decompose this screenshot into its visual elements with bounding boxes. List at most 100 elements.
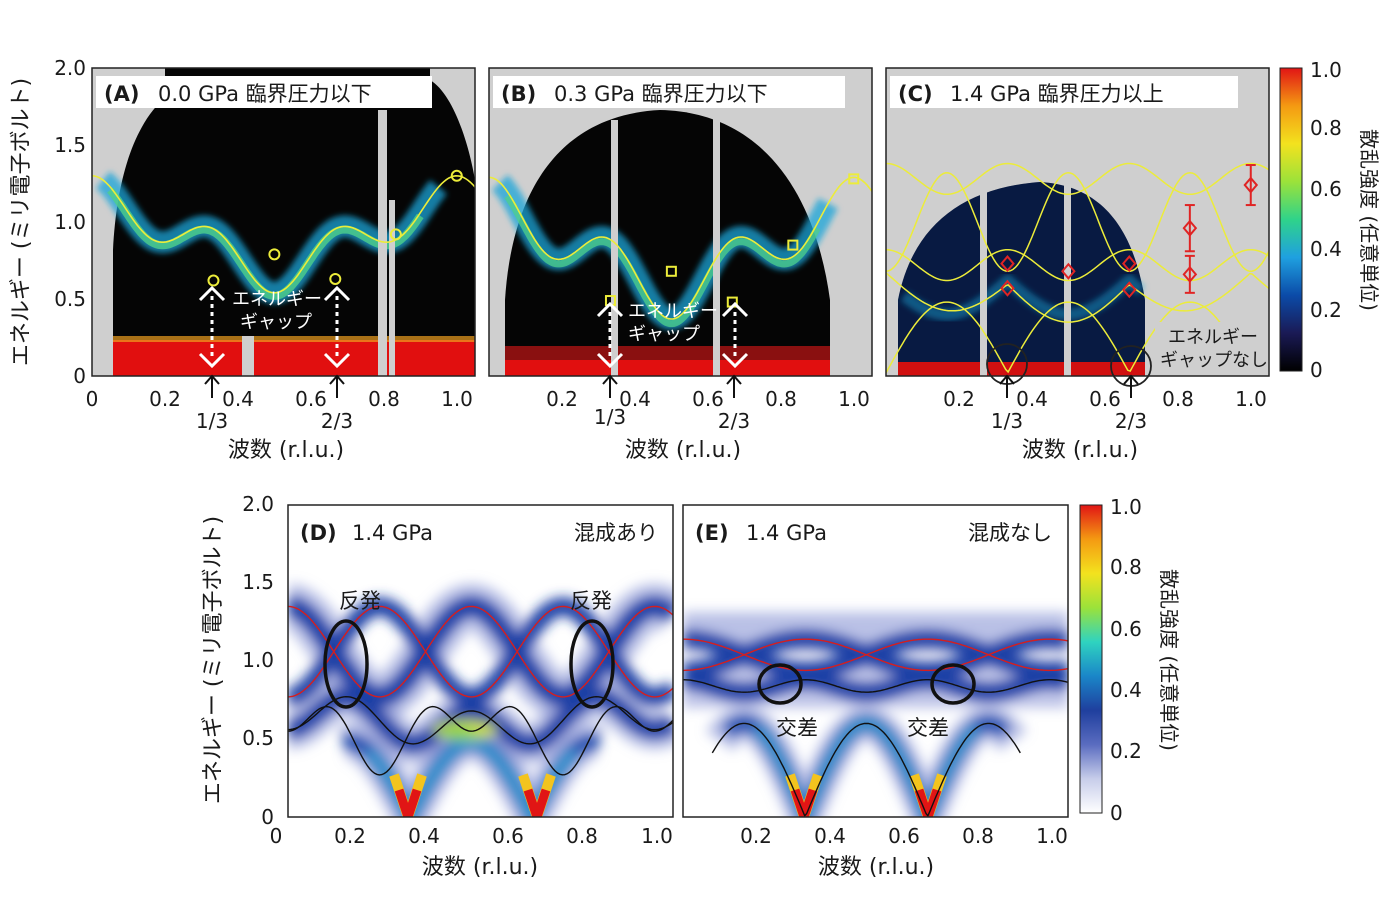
- colorbar-bottom-tick: 0.2: [1110, 739, 1142, 763]
- panel-a-label-box: [96, 76, 432, 108]
- panel-d-xlabel: 波数 (r.l.u.): [422, 855, 538, 880]
- panel-c-fit-curve: [886, 248, 1269, 282]
- panel-c-fraction-2-3: 2/3: [1115, 409, 1147, 433]
- panel-a-xtick: 0.4: [222, 387, 254, 411]
- panel-a-title: 0.0 GPa 臨界圧力以下: [158, 82, 372, 106]
- data-point: [787, 239, 799, 251]
- panel-a-ylabel: エネルギー (ミリ電子ボルト): [9, 78, 34, 366]
- data-point: [1243, 176, 1259, 194]
- panel-d-frame: [287, 504, 674, 818]
- panel-c-magnon-band-glow: [900, 273, 1146, 321]
- colorbar-top: 0 0.2 0.4 0.6 0.8 1.0 散乱強度 (任意単位): [1279, 58, 1381, 382]
- data-point: [389, 228, 402, 241]
- panel-a-gap-column: [242, 336, 254, 376]
- panel-d: (D) 1.4 GPa 混成あり 反発 反発 0 0.2 0.4 0.6 0.8…: [201, 492, 674, 880]
- panel-c: (C) 1.4 GPa 臨界圧力以上 エネルギー ギャップなし 1/3 2/3 …: [885, 67, 1270, 463]
- panel-d-xtick: 0.4: [408, 824, 440, 848]
- panel-d-xtick: 0.8: [566, 824, 598, 848]
- panel-d-title: 1.4 GPa: [352, 521, 433, 545]
- panel-e-xtick: 1.0: [1036, 824, 1068, 848]
- panel-e-tag: 混成なし: [968, 521, 1052, 545]
- panel-e-upper-branch: [683, 638, 1068, 672]
- panel-a-ytick: 0: [73, 364, 86, 388]
- panel-b-xtick: 1.0: [838, 387, 870, 411]
- panel-d-v-cores: [389, 773, 556, 817]
- panel-d-xtick: 0.2: [334, 824, 366, 848]
- panel-c-xtick: 0.2: [943, 387, 975, 411]
- panel-b-points: [604, 173, 860, 308]
- panel-c-points: [1000, 164, 1259, 299]
- panel-c-label: (C): [898, 82, 933, 106]
- panel-a-fraction-2-3: 2/3: [321, 409, 353, 433]
- data-point: [450, 169, 463, 182]
- panel-b-frame: [488, 67, 873, 377]
- panel-b-fit-curve: [489, 176, 872, 320]
- panel-a-ytick: 1.0: [54, 210, 86, 234]
- panel-b-gap-label-line1: エネルギー: [628, 301, 718, 322]
- colorbar-top-tick: 0.8: [1310, 116, 1342, 140]
- colorbar-bottom-bar: [1079, 504, 1103, 814]
- colorbar-bottom-tick: 0.8: [1110, 555, 1142, 579]
- colorbar-top-tick: 0.2: [1310, 298, 1342, 322]
- panel-a-xtick: 1.0: [441, 387, 473, 411]
- panel-b-magnon-band-core: [504, 194, 821, 328]
- panel-d-ytick: 0: [261, 805, 274, 829]
- panel-b-xlabel: 波数 (r.l.u.): [625, 438, 741, 463]
- panel-d-y-ticks: 0 0.5 1.0 1.5 2.0: [242, 492, 274, 829]
- panel-a-y-ticks: 0 0.5 1.0 1.5 2.0: [54, 56, 86, 388]
- panel-d-upper-branch: [288, 605, 673, 698]
- data-point: [1182, 265, 1198, 283]
- data-point: [1000, 255, 1015, 273]
- panel-c-nogap-label-line2: ギャップなし: [1160, 350, 1268, 371]
- panel-e-crossing-label: 交差: [907, 716, 949, 740]
- panel-a-xtick: 0: [86, 387, 99, 411]
- panel-c-label-box: [890, 76, 1238, 108]
- colorbar-top-label: 散乱強度 (任意単位): [1357, 129, 1381, 311]
- panel-c-fit-curves: [886, 162, 1269, 374]
- panel-c-fit-curve: [886, 171, 1269, 273]
- panel-a-q-arrows: [204, 374, 345, 398]
- panel-c-q-arrows: [999, 374, 1139, 398]
- panel-d-xtick: 1.0: [641, 824, 673, 848]
- panel-b-xtick: 0.6: [692, 387, 724, 411]
- panel-a-gap-arrows: [198, 285, 351, 369]
- panel-b-gap-column: [611, 120, 618, 376]
- panel-a-fraction-1-3: 1/3: [196, 409, 228, 433]
- panel-a-gap-label-line1: エネルギー: [232, 289, 322, 310]
- panel-d-lower-branch: [288, 695, 673, 745]
- panel-d-ytick: 2.0: [242, 492, 274, 516]
- colorbar-bottom-tick: 0.4: [1110, 678, 1142, 702]
- panel-b-xtick: 0.4: [619, 387, 651, 411]
- panel-a-gap-column: [389, 200, 395, 376]
- panel-c-fit-curve: [886, 301, 1269, 374]
- panel-b-label-box: [493, 76, 845, 108]
- panel-c-xtick: 0.8: [1162, 387, 1194, 411]
- panel-a-frame: [91, 67, 476, 377]
- colorbar-bottom-tick: 0.6: [1110, 617, 1142, 641]
- panel-e-xtick: 0.4: [814, 824, 846, 848]
- panel-e-lower-branch: [683, 678, 1068, 693]
- panel-a-label: (A): [104, 82, 139, 106]
- panel-a: (A) 0.0 GPa 臨界圧力以下 エネルギー ギャップ 1/3 2/3 0 …: [9, 56, 476, 463]
- panel-c-fraction-1-3: 1/3: [991, 409, 1023, 433]
- colorbar-top-tick: 0: [1310, 358, 1323, 382]
- panel-d-xtick: 0.6: [492, 824, 524, 848]
- colorbar-bottom-tick: 1.0: [1110, 495, 1142, 519]
- panel-e-xtick: 0.2: [740, 824, 772, 848]
- panel-b-intensity-map: [505, 110, 830, 376]
- panel-c-xtick: 0.6: [1089, 387, 1121, 411]
- colorbar-top-tick: 0.6: [1310, 177, 1342, 201]
- panel-c-fit-curve: [886, 272, 1269, 323]
- panel-c-x-ticks: 0.2 0.4 0.6 0.8 1.0: [943, 387, 1267, 411]
- data-point: [1061, 262, 1076, 280]
- panel-a-ytick: 1.5: [54, 133, 86, 157]
- colorbar-top-bar: [1279, 67, 1303, 372]
- panel-a-x-ticks: 0 0.2 0.4 0.6 0.8 1.0: [86, 387, 473, 411]
- panel-d-ytick: 0.5: [242, 726, 274, 750]
- panel-d-repulsion-ellipse: [569, 619, 615, 709]
- panel-b-label: (B): [501, 82, 536, 106]
- panel-b-gap-column: [713, 100, 720, 376]
- colorbar-top-tick: 1.0: [1310, 58, 1342, 82]
- colorbar-bottom-label: 散乱強度 (任意単位): [1157, 569, 1181, 751]
- panel-a-ytick: 2.0: [54, 56, 86, 80]
